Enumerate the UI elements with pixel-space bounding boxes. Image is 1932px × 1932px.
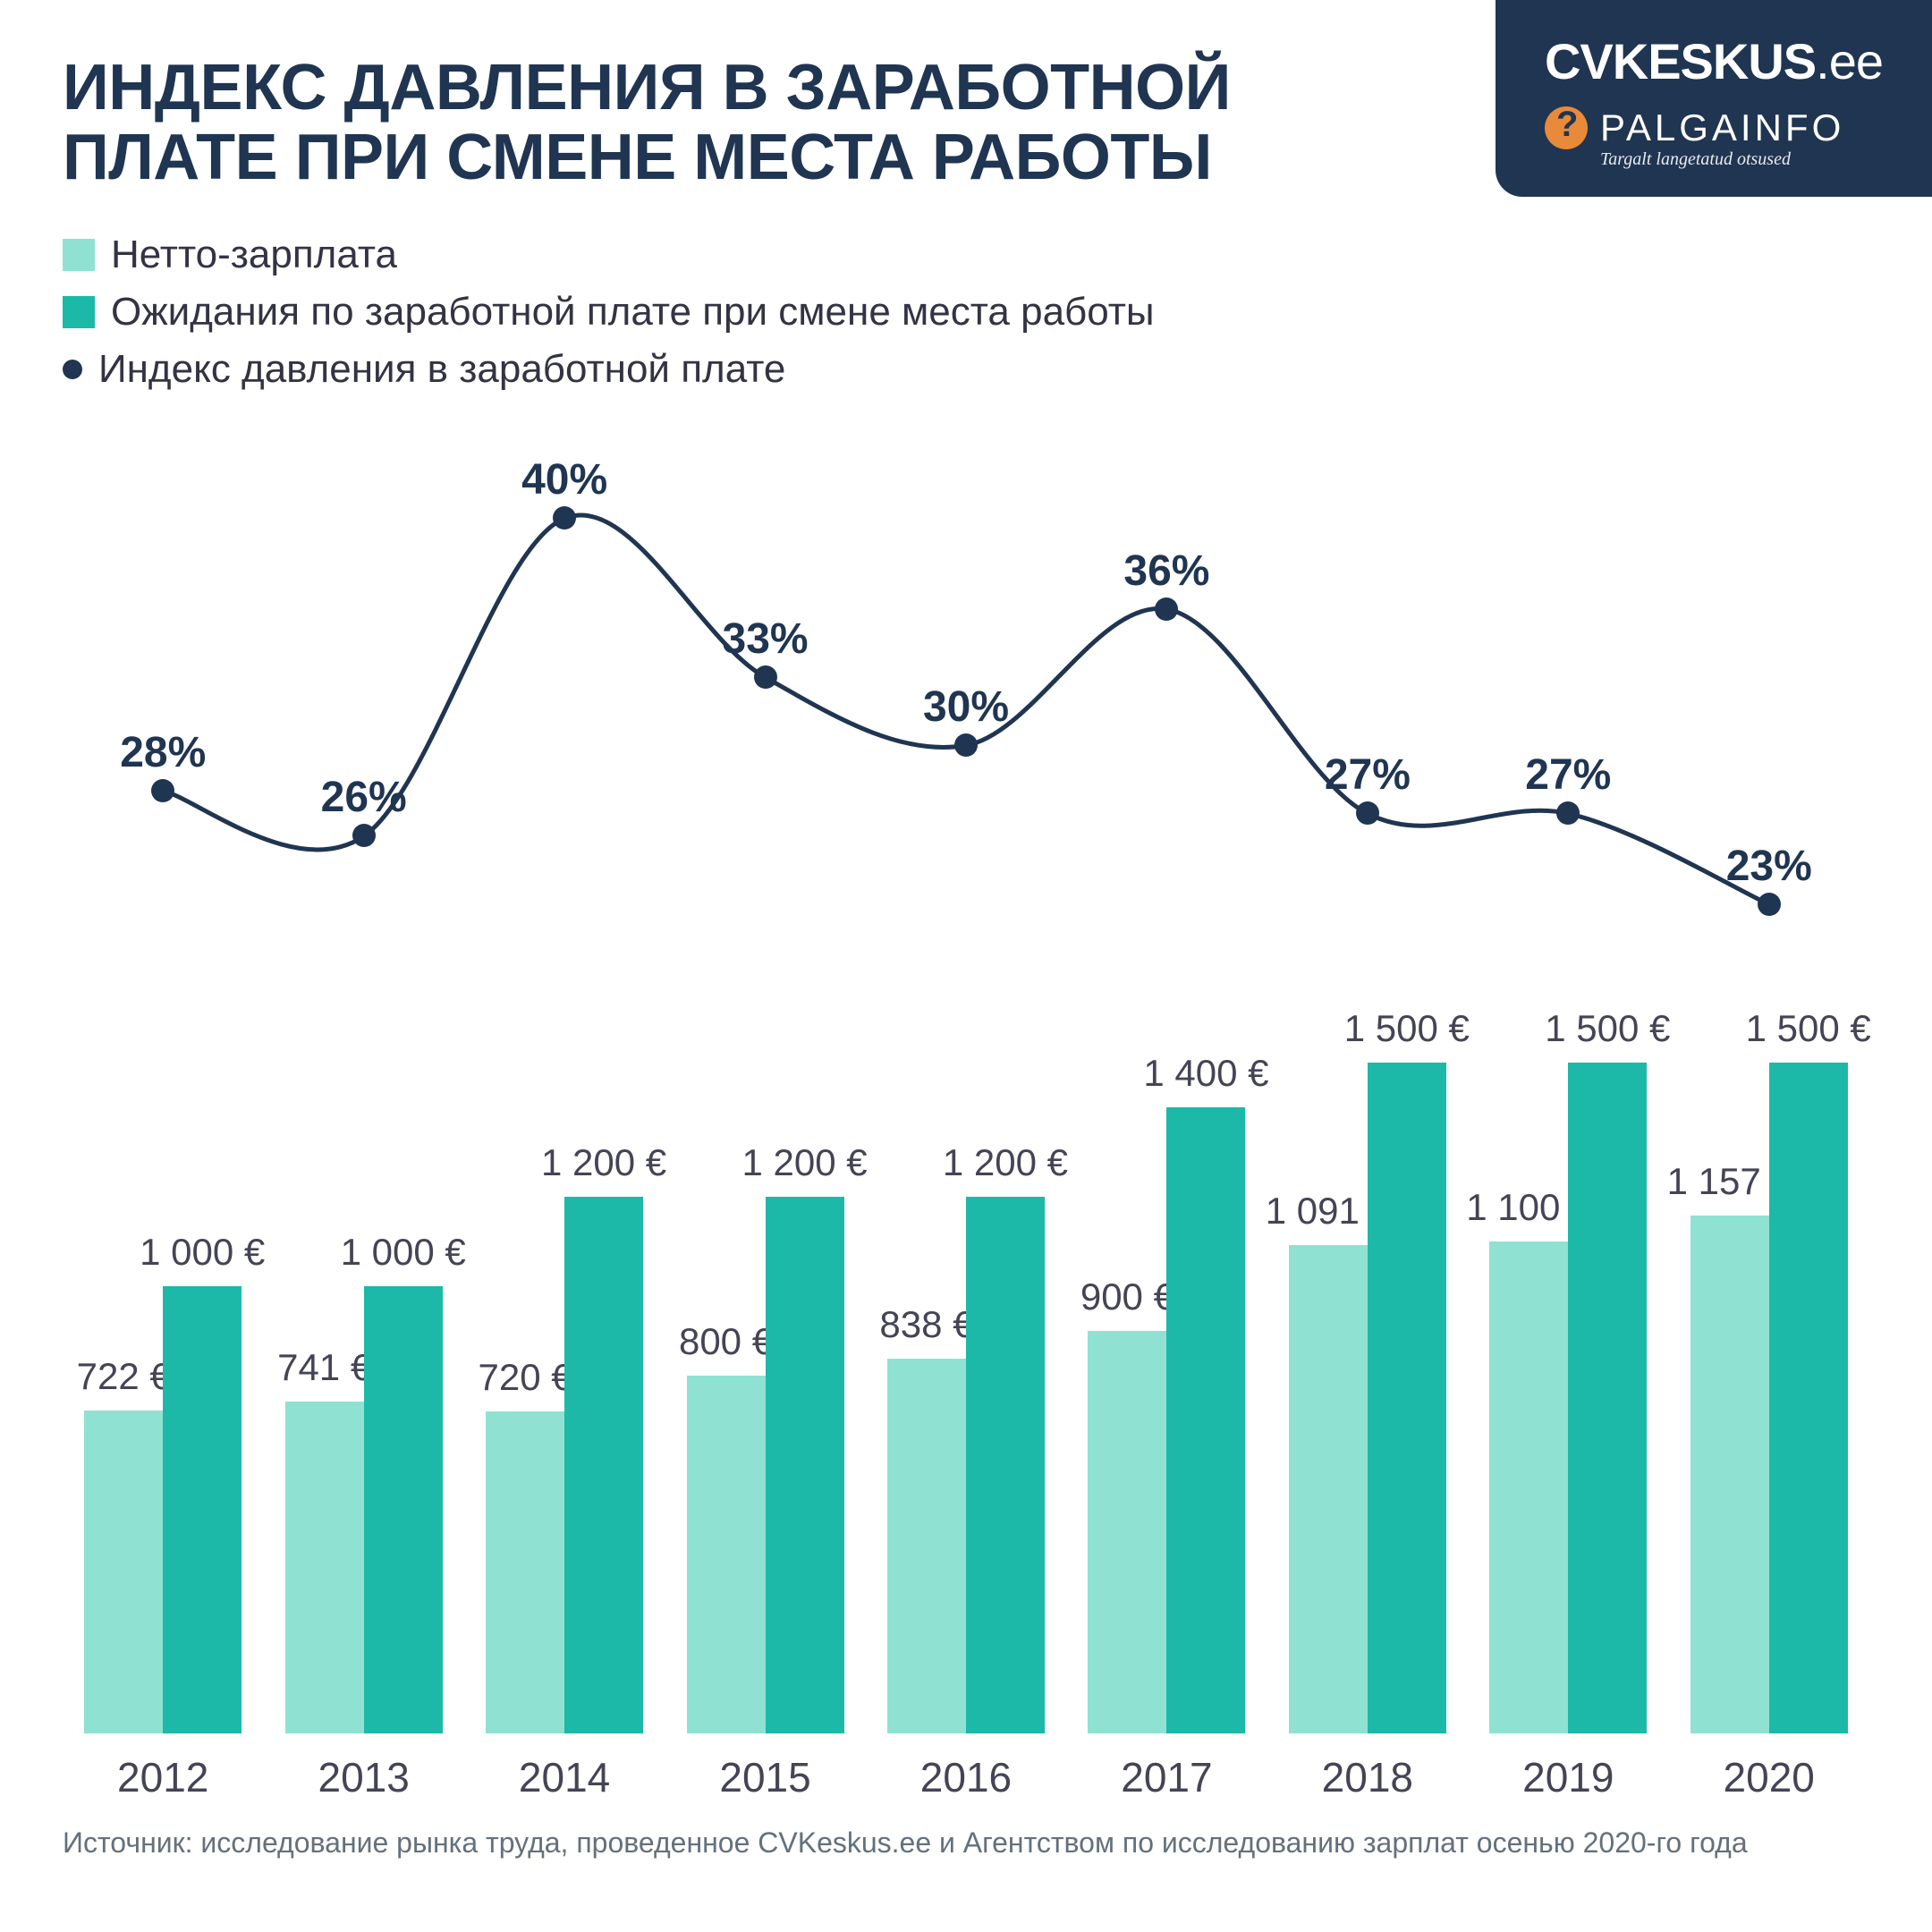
chart-area: 28%26%40%33%30%36%27%27%23% 722 €1 000 €… — [54, 428, 1878, 1733]
legend-label: Ожидания по заработной плате при смене м… — [111, 290, 1155, 335]
x-axis-label: 2018 — [1267, 1753, 1468, 1801]
legend-label: Индекс давления в заработной плате — [98, 347, 785, 392]
bar-expect: 1 200 € — [564, 1197, 643, 1733]
bar-label: 1 200 € — [487, 1141, 720, 1184]
bar-net: 1 157 € — [1690, 1216, 1769, 1733]
bar-group: 741 €1 000 € — [263, 1286, 463, 1733]
line-point-label: 27% — [1325, 750, 1411, 800]
bar-label: 1 500 € — [1491, 1007, 1724, 1050]
line-point-dot — [754, 665, 777, 689]
bar-net: 741 € — [285, 1402, 364, 1733]
bar-net: 720 € — [486, 1411, 564, 1733]
bars-container: 722 €1 000 €741 €1 000 €720 €1 200 €800 … — [54, 1018, 1878, 1733]
bar-expect: 1 500 € — [1368, 1063, 1446, 1733]
bar-group: 1 157 €1 500 € — [1669, 1063, 1869, 1733]
legend-label: Нетто-зарплата — [111, 233, 397, 277]
line-point-label: 23% — [1726, 842, 1812, 891]
bar-net: 838 € — [887, 1359, 966, 1733]
bar-net: 900 € — [1088, 1331, 1166, 1733]
line-layer: 28%26%40%33%30%36%27%27%23% — [54, 428, 1878, 1018]
line-point-dot — [1356, 801, 1379, 825]
bar-net: 800 € — [687, 1376, 766, 1733]
question-mark-icon — [1545, 106, 1588, 149]
line-point: 28% — [151, 779, 174, 802]
logo-block: CVKESKUS.ee PALGAINFO Targalt langetatud… — [1496, 0, 1932, 197]
bar-net: 1 091 € — [1289, 1245, 1368, 1733]
line-point-dot — [1556, 801, 1580, 825]
x-axis-label: 2014 — [464, 1753, 665, 1801]
line-point-label: 26% — [321, 773, 407, 822]
bar-label: 1 500 € — [1291, 1007, 1523, 1050]
cvkeskus-light: .ee — [1816, 33, 1883, 89]
line-point-label: 40% — [521, 455, 607, 504]
bar-expect: 1 500 € — [1769, 1063, 1848, 1733]
line-point-dot — [1758, 893, 1781, 916]
bar-label: 1 000 € — [86, 1231, 318, 1274]
line-point: 23% — [1758, 893, 1781, 916]
line-point-label: 28% — [120, 728, 206, 777]
line-point: 27% — [1556, 801, 1580, 825]
line-point: 40% — [553, 506, 576, 530]
palgainfo-logo: PALGAINFO Targalt langetatud otsused — [1545, 106, 1844, 170]
bar-net: 722 € — [84, 1411, 163, 1733]
bar-group: 800 €1 200 € — [665, 1197, 865, 1733]
line-point-dot — [151, 779, 174, 802]
palgainfo-tagline: Targalt langetatud otsused — [1600, 149, 1844, 170]
bar-expect: 1 000 € — [364, 1286, 443, 1733]
line-point-label: 27% — [1525, 750, 1611, 800]
bar-label: 1 500 € — [1692, 1007, 1925, 1050]
legend-swatch-expect — [63, 296, 95, 328]
x-axis-label: 2012 — [63, 1753, 263, 1801]
line-point: 27% — [1356, 801, 1379, 825]
palgainfo-name: PALGAINFO — [1600, 106, 1844, 149]
x-axis-label: 2016 — [866, 1753, 1066, 1801]
x-axis-label: 2013 — [263, 1753, 463, 1801]
line-point: 30% — [954, 733, 978, 757]
cvkeskus-logo: CVKESKUS.ee — [1545, 32, 1883, 90]
line-point-label: 36% — [1123, 547, 1209, 596]
bar-label: 1 200 € — [689, 1141, 921, 1184]
line-point-label: 30% — [923, 682, 1009, 732]
line-point-dot — [1155, 597, 1178, 621]
line-point: 36% — [1155, 597, 1178, 621]
line-point-label: 33% — [723, 614, 809, 664]
legend-swatch-net — [63, 239, 95, 271]
bar-net: 1 100 € — [1489, 1241, 1568, 1733]
legend-item: Индекс давления в заработной плате — [63, 347, 1869, 392]
legend: Нетто-зарплата Ожидания по заработной пл… — [0, 211, 1932, 401]
bar-group: 720 €1 200 € — [464, 1197, 665, 1733]
cvkeskus-bold: CVKESKUS — [1545, 33, 1816, 89]
bar-group: 1 091 €1 500 € — [1267, 1063, 1468, 1733]
legend-item: Нетто-зарплата — [63, 233, 1869, 277]
line-point-dot — [553, 506, 576, 530]
x-axis-label: 2019 — [1468, 1753, 1668, 1801]
legend-dot-index — [63, 360, 82, 379]
legend-item: Ожидания по заработной плате при смене м… — [63, 290, 1869, 335]
x-axis-label: 2017 — [1066, 1753, 1267, 1801]
line-point-dot — [352, 824, 376, 847]
x-axis-label: 2015 — [665, 1753, 865, 1801]
source-text: Источник: исследование рынка труда, пров… — [0, 1801, 1932, 1860]
x-axis: 201220132014201520162017201820192020 — [0, 1733, 1932, 1801]
line-point: 26% — [352, 824, 376, 847]
bar-expect: 1 200 € — [766, 1197, 844, 1733]
line-point-dot — [954, 733, 978, 757]
line-point: 33% — [754, 665, 777, 689]
x-axis-label: 2020 — [1669, 1753, 1869, 1801]
